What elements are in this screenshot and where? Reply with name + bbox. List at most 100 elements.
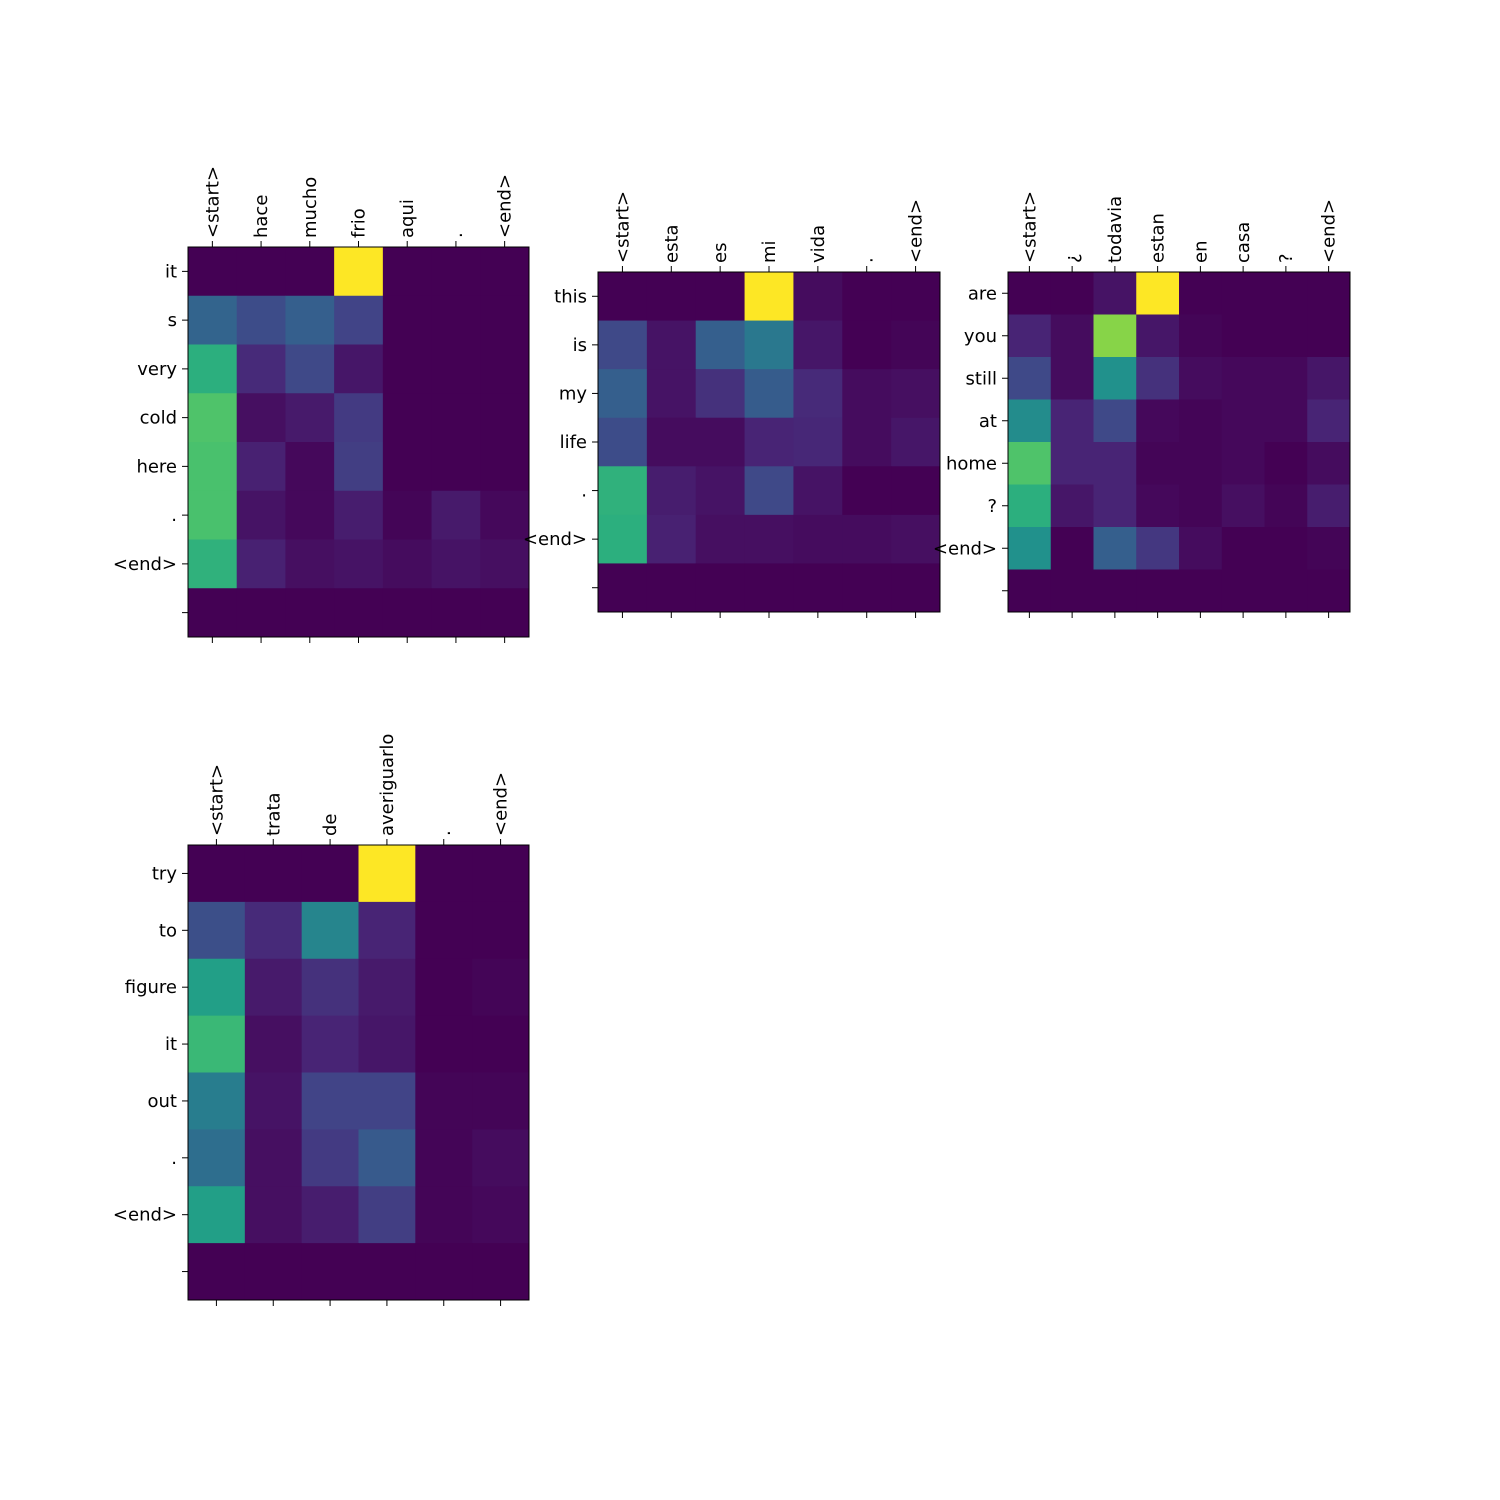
heatmap-cell — [891, 369, 941, 419]
y-tick-label: home — [946, 453, 997, 474]
heatmap-cell — [431, 490, 481, 540]
heatmap-cell — [1179, 442, 1223, 485]
heatmap-cell — [188, 295, 238, 345]
heatmap-cell — [744, 417, 794, 467]
x-tick-label: de — [320, 814, 341, 837]
heatmap-cell — [236, 442, 286, 492]
heatmap-cell — [891, 514, 941, 564]
heatmap-cell — [285, 490, 335, 540]
heatmap-cell — [1179, 399, 1223, 443]
x-tick-label: averiguarlo — [377, 734, 398, 836]
heatmap-cell — [285, 247, 335, 297]
heatmap-cell — [695, 466, 746, 516]
x-tick-label: <end> — [495, 174, 516, 238]
y-tick-label: . — [171, 1148, 177, 1169]
heatmap-cell — [598, 466, 648, 516]
heatmap-cell — [301, 1186, 359, 1244]
heatmap-cell — [382, 490, 433, 540]
x-tick-label: aqui — [397, 199, 418, 238]
heatmap-cell — [1221, 272, 1265, 315]
heatmap-cell — [415, 845, 473, 903]
x-tick-label: . — [446, 232, 467, 238]
heatmap-panel-1: <start> hace mucho frio aqui. <end> it s very col… — [113, 166, 530, 643]
heatmap-cell — [646, 466, 697, 516]
heatmap-cell — [646, 320, 697, 370]
heatmap-cell — [793, 320, 843, 370]
heatmap-cell — [415, 1243, 473, 1301]
heatmap-cell — [188, 344, 238, 394]
heatmap-cell — [1179, 527, 1223, 570]
heatmap-cell — [415, 1186, 473, 1244]
heatmap-cell — [1221, 442, 1265, 485]
heatmap-cell — [382, 295, 433, 345]
heatmap-cell — [236, 247, 286, 297]
heatmap-cell — [891, 466, 941, 516]
heatmap-cell — [695, 272, 746, 322]
heatmap-cell — [285, 344, 335, 394]
heatmap-cell — [1221, 357, 1265, 400]
heatmap-cell — [598, 514, 648, 564]
heatmap-cell — [480, 247, 530, 297]
heatmap-cell — [695, 514, 746, 564]
heatmap-cell — [891, 320, 941, 370]
heatmap-cell — [1008, 399, 1052, 443]
y-tick-label: <end> — [933, 538, 997, 559]
x-tick-label: en — [1190, 241, 1211, 263]
heatmap-cell — [1179, 314, 1223, 358]
heatmap-cell — [472, 1015, 530, 1074]
x-tick-label: <end> — [1319, 199, 1340, 263]
heatmap-cell — [188, 958, 246, 1017]
x-tick-label: <start> — [206, 764, 227, 836]
heatmap-cell — [301, 1072, 359, 1130]
heatmap-cell — [1093, 442, 1137, 485]
x-tick-label: mi — [759, 240, 780, 263]
heatmap-cell — [431, 295, 481, 345]
heatmap-cell — [793, 369, 843, 419]
y-tick-label: s — [168, 310, 177, 331]
heatmap-cell — [334, 490, 384, 540]
y-tick-label: try — [152, 863, 177, 884]
heatmap-cell — [188, 442, 238, 492]
heatmap-cell — [244, 1015, 303, 1074]
heatmap-cell — [598, 369, 648, 419]
heatmap-cell — [472, 845, 530, 903]
y-tick-label: figure — [125, 977, 177, 998]
heatmap-cell — [1307, 399, 1351, 443]
heatmap-cell — [244, 1072, 303, 1130]
heatmap-cell — [382, 393, 433, 443]
heatmap-cell — [334, 539, 384, 589]
heatmap-cell — [1008, 484, 1052, 528]
heatmap-cell — [431, 588, 481, 638]
heatmap-cell — [842, 320, 892, 370]
heatmap-cell — [472, 958, 530, 1017]
heatmap-cell — [695, 320, 746, 370]
heatmap-cell — [358, 845, 416, 903]
heatmap-cell — [472, 1243, 530, 1301]
heatmap-cell — [334, 393, 384, 443]
heatmap-cell — [285, 442, 335, 492]
heatmap-cell — [188, 1129, 246, 1187]
heatmap-cell — [1008, 527, 1052, 570]
heatmap-cell — [285, 295, 335, 345]
heatmap-cell — [382, 247, 433, 297]
heatmap-cell — [1008, 314, 1052, 358]
heatmap-cell — [382, 344, 433, 394]
y-tick-label: to — [159, 920, 177, 941]
heatmap-cell — [188, 1186, 246, 1244]
heatmap-cell — [598, 272, 648, 322]
x-tick-label: es — [710, 243, 731, 263]
heatmap-cell — [1050, 484, 1094, 528]
heatmap-cell — [646, 417, 697, 467]
heatmap-cell — [1136, 357, 1180, 400]
heatmap-cell — [358, 958, 416, 1017]
heatmap-cell — [244, 901, 303, 960]
heatmap-cell — [1179, 272, 1223, 315]
heatmap-cell — [598, 563, 648, 613]
heatmap-cell — [891, 272, 941, 322]
heatmap-cell — [188, 393, 238, 443]
heatmap-cell — [415, 1129, 473, 1187]
x-tick-label: todavia — [1105, 196, 1126, 263]
y-tick-label: are — [968, 283, 997, 304]
y-tick-label: here — [136, 456, 177, 477]
